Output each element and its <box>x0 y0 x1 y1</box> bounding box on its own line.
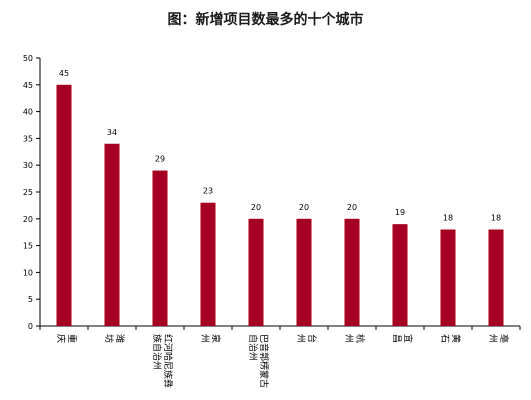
category-label: 潍坊 <box>103 334 126 343</box>
data-label: 34 <box>107 128 117 137</box>
category-label-line: 黄 <box>450 334 462 343</box>
category-label: 台州 <box>295 334 318 343</box>
data-label: 45 <box>59 69 69 78</box>
chart-title: 图：新增项目数最多的十个城市 <box>167 12 364 28</box>
category-label-line: 坊 <box>103 334 115 343</box>
data-label: 20 <box>299 203 309 212</box>
bar <box>200 202 216 326</box>
data-label: 20 <box>251 203 261 212</box>
category-label-line: 州 <box>487 334 498 343</box>
bar <box>56 84 72 326</box>
category-label-line: 红河哈尼族彝 <box>162 334 174 388</box>
category-label-line: 重 <box>66 334 78 343</box>
y-tick-label: 30 <box>23 161 33 170</box>
category-label-line: 石 <box>439 334 449 343</box>
data-label: 19 <box>395 208 405 217</box>
category-label: 泉州 <box>199 334 222 343</box>
category-label: 黄石 <box>439 334 462 343</box>
category-label-line: 亳 <box>498 334 510 343</box>
category-label-line: 台 <box>306 334 318 343</box>
bar <box>104 143 120 326</box>
y-tick-label: 5 <box>28 295 33 304</box>
y-tick-label: 10 <box>23 268 33 277</box>
bar <box>392 224 408 326</box>
category-label: 亳州 <box>487 334 510 343</box>
category-label-line: 潍 <box>114 334 126 343</box>
y-tick-label: 35 <box>23 134 33 143</box>
category-label: 重庆 <box>55 334 78 343</box>
y-tick-label: 40 <box>23 108 33 117</box>
category-label-line: 泉 <box>210 334 222 343</box>
bar <box>152 170 168 326</box>
bar <box>248 218 264 326</box>
category-label-line: 州 <box>295 334 306 343</box>
category-label-line: 杭 <box>354 334 366 343</box>
category-label-line: 州 <box>343 334 354 343</box>
bar <box>488 229 504 326</box>
category-label-line: 自治州 <box>247 334 259 361</box>
category-label: 杭州 <box>343 334 366 343</box>
category-label-line: 宜 <box>402 334 414 343</box>
category-label-line: 庆 <box>55 334 67 343</box>
data-label: 18 <box>491 214 501 223</box>
bar <box>440 229 456 326</box>
category-label-line: 州 <box>199 334 210 343</box>
data-label: 23 <box>203 187 213 196</box>
category-label: 宜昌 <box>391 334 414 343</box>
category-label-line: 族自治州 <box>151 334 163 370</box>
y-tick-label: 25 <box>23 188 33 197</box>
y-tick-label: 50 <box>23 54 33 63</box>
data-label: 18 <box>443 214 453 223</box>
bar <box>344 218 360 326</box>
y-tick-label: 0 <box>28 322 33 331</box>
y-tick-label: 15 <box>23 242 33 251</box>
y-tick-label: 20 <box>23 215 33 224</box>
bar <box>296 218 312 326</box>
data-label: 20 <box>347 203 357 212</box>
category-label-line: 巴音郭楞蒙古 <box>258 334 270 388</box>
y-tick-label: 45 <box>23 81 33 90</box>
category-label-line: 昌 <box>391 334 402 343</box>
data-label: 29 <box>155 155 165 164</box>
